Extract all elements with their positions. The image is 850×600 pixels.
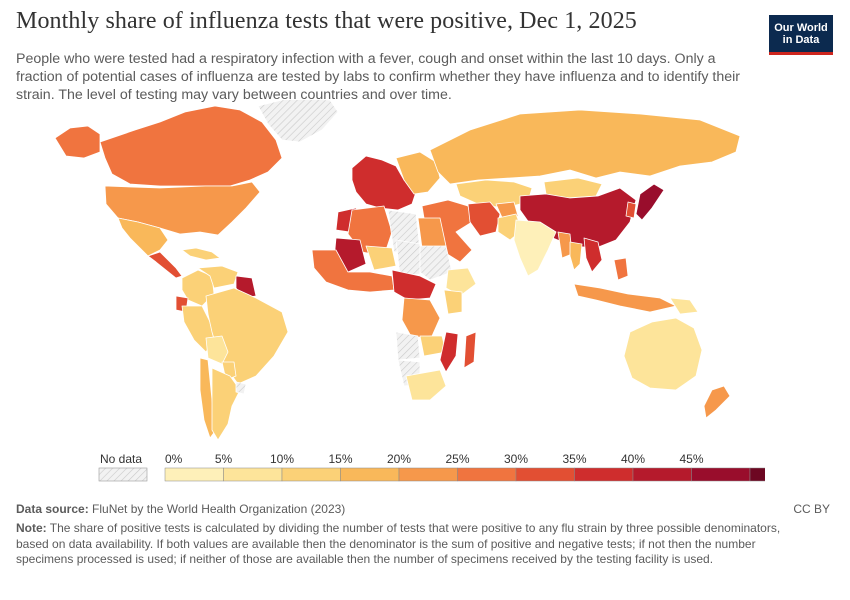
legend-tick-label-6: 30%: [504, 452, 528, 466]
map-region-uruguay[interactable]: [235, 381, 247, 395]
legend-no-data-label: No data: [100, 452, 142, 466]
map-region-ethiopia[interactable]: [445, 267, 477, 297]
map-region-madagascar[interactable]: [463, 331, 477, 369]
map-region-india[interactable]: [513, 219, 557, 277]
map-region-vietnam[interactable]: [583, 237, 603, 273]
map-region-papua-new-guinea[interactable]: [669, 297, 699, 315]
map-region-western-europe[interactable]: [351, 155, 417, 211]
map-region-dr-congo[interactable]: [401, 297, 441, 339]
logo-line-1: Our World: [774, 21, 828, 34]
map-region-argentina[interactable]: [211, 367, 241, 441]
map-region-thailand[interactable]: [569, 241, 583, 271]
chart-note: Note: The share of positive tests is cal…: [16, 521, 816, 568]
map-region-greenland[interactable]: [257, 100, 339, 143]
map-region-new-zealand[interactable]: [703, 385, 731, 419]
chart-subtitle: People who were tested had a respiratory…: [16, 51, 740, 103]
map-region-japan[interactable]: [635, 183, 665, 221]
map-region-south-africa[interactable]: [405, 369, 447, 401]
legend-no-data-swatch: [98, 467, 148, 482]
map-region-mexico[interactable]: [117, 217, 169, 257]
map-region-eastern-europe[interactable]: [395, 151, 441, 195]
legend-bin-3[interactable]: [340, 467, 400, 482]
legend-svg: No data 0% 5% 10% 15% 20% 25% 30% 35% 40% 45%: [98, 452, 765, 482]
map-region-chad[interactable]: [395, 239, 421, 277]
map-region-venezuela[interactable]: [197, 265, 239, 289]
data-source: Data source: FluNet by the World Health …: [16, 502, 345, 516]
logo-line-2: in Data: [782, 33, 820, 46]
source-link[interactable]: FluNet by the World Health Organization …: [92, 502, 346, 516]
map-region-sudan[interactable]: [419, 245, 453, 281]
license-link[interactable]: CC BY: [793, 502, 830, 516]
note-label: Note:: [16, 521, 47, 535]
note-text: The share of positive tests is calculate…: [16, 521, 781, 566]
map-region-mozambique[interactable]: [439, 331, 459, 373]
legend-tick-label-1: 5%: [215, 452, 233, 466]
legend-tick-label-8: 40%: [621, 452, 645, 466]
legend-tick-label-3: 15%: [328, 452, 352, 466]
legend-tick-label-9: 45%: [679, 452, 703, 466]
legend-tick-label-0: 0%: [165, 452, 183, 466]
chart-title: Monthly share of influenza tests that we…: [16, 8, 637, 34]
map-region-kenya[interactable]: [443, 289, 463, 315]
map-region-iran[interactable]: [467, 201, 501, 237]
map-region-indonesia[interactable]: [573, 283, 677, 313]
map-region-russia[interactable]: [429, 109, 741, 185]
legend-tick-label-2: 10%: [270, 452, 294, 466]
legend-bin-10[interactable]: [749, 467, 765, 482]
map-region-korea[interactable]: [625, 201, 637, 219]
map-region-angola[interactable]: [395, 331, 421, 361]
color-legend: No data 0% 5% 10% 15% 20% 25% 30% 35% 40% 45%: [95, 450, 765, 486]
map-region-niger[interactable]: [365, 245, 397, 271]
legend-tick-label-5: 25%: [445, 452, 469, 466]
owid-logo[interactable]: Our World in Data: [769, 15, 833, 55]
world-map: [0, 100, 850, 445]
map-region-bolivia[interactable]: [205, 335, 229, 365]
map-region-australia[interactable]: [623, 317, 703, 391]
source-label: Data source:: [16, 502, 89, 516]
legend-bin-0[interactable]: [164, 467, 224, 482]
legend-bin-1[interactable]: [223, 467, 283, 482]
legend-bin-8[interactable]: [632, 467, 692, 482]
map-region-central-america[interactable]: [147, 251, 183, 279]
legend-bin-2[interactable]: [281, 467, 341, 482]
legend-bin-6[interactable]: [515, 467, 575, 482]
map-region-central-africa[interactable]: [391, 269, 437, 301]
legend-tick-label-7: 35%: [562, 452, 586, 466]
legend-bin-4[interactable]: [398, 467, 458, 482]
map-region-caribbean[interactable]: [181, 247, 221, 261]
map-region-canada[interactable]: [99, 105, 283, 187]
map-region-alaska[interactable]: [54, 125, 101, 159]
map-region-brazil[interactable]: [205, 287, 289, 385]
legend-bin-7[interactable]: [574, 467, 634, 482]
map-region-philippines[interactable]: [613, 257, 629, 281]
legend-tick-label-4: 20%: [387, 452, 411, 466]
legend-bin-5[interactable]: [457, 467, 517, 482]
legend-bin-9[interactable]: [691, 467, 751, 482]
world-map-svg: [54, 100, 741, 441]
